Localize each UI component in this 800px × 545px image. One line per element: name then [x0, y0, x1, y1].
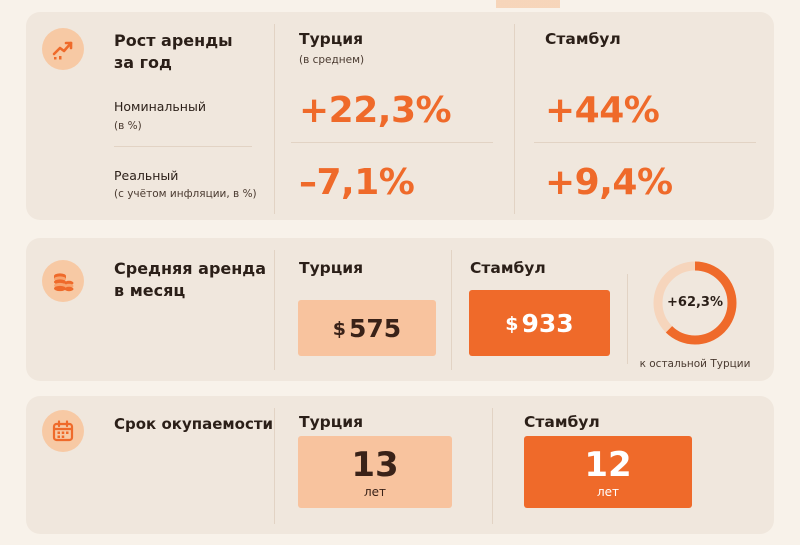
istanbul-payback-box: 12 лет — [524, 436, 692, 508]
istanbul-column-title: Стамбул — [524, 413, 600, 431]
istanbul-column-title: Стамбул — [545, 30, 621, 48]
years-unit: лет — [596, 484, 620, 499]
diff-value: +62,3% — [667, 295, 723, 310]
column-divider — [274, 408, 275, 524]
donut-progress-arc — [653, 261, 737, 345]
row-divider-istanbul — [534, 142, 756, 143]
diff-caption: к остальной Турции — [639, 358, 751, 370]
istanbul-column-title: Стамбул — [470, 259, 546, 277]
turkey-nominal-value: +22,3% — [299, 90, 452, 131]
years-unit: лет — [363, 484, 387, 499]
turkey-rent-value: 575 — [349, 313, 402, 343]
turkey-column-title: Турция — [299, 259, 364, 277]
turkey-rent-value-box: $ 575 — [298, 300, 436, 356]
column-divider — [274, 24, 275, 214]
column-divider — [492, 408, 493, 524]
column-divider — [514, 24, 515, 214]
turkey-column-title: Турция — [299, 413, 364, 431]
nominal-label: Номинальный — [114, 99, 206, 114]
column-divider — [451, 250, 452, 370]
currency-symbol: $ — [505, 313, 519, 335]
currency-symbol: $ — [332, 318, 347, 340]
avg-rent-title-line1: Средняя аренда — [114, 259, 267, 278]
diff-donut-chart — [653, 261, 737, 345]
nominal-sub: (в %) — [114, 120, 142, 132]
rent-growth-title-line2: за год — [114, 53, 172, 72]
coins-icon — [42, 260, 84, 302]
avg-rent-title-line2: в месяц — [114, 281, 186, 300]
row-divider-turkey — [291, 142, 493, 143]
istanbul-rent-value-box: $ 933 — [469, 290, 610, 356]
rent-growth-card: Рост аренды за год Номинальный (в %) Реа… — [26, 12, 774, 220]
top-decoration-strip — [0, 0, 800, 8]
calendar-icon — [42, 410, 84, 452]
turkey-column-sub: (в среднем) — [299, 54, 365, 66]
turkey-payback-value: 13 — [351, 444, 399, 485]
istanbul-payback-value: 12 — [584, 444, 632, 485]
column-divider — [627, 274, 628, 364]
istanbul-nominal-value: +44% — [545, 90, 660, 131]
payback-title: Срок окупаемости — [114, 415, 274, 433]
trend-up-icon — [42, 28, 84, 70]
avg-rent-card: Средняя аренда в месяц Турция $ 575 Стам… — [26, 238, 774, 381]
payback-card: Срок окупаемости Турция 13 лет Стамбул 1… — [26, 396, 774, 534]
real-label: Реальный — [114, 168, 179, 183]
row-divider-left — [114, 146, 252, 147]
column-divider — [274, 250, 275, 370]
istanbul-real-value: +9,4% — [545, 162, 673, 203]
istanbul-rent-value: 933 — [521, 308, 574, 338]
turkey-payback-box: 13 лет — [298, 436, 452, 508]
rent-growth-title-line1: Рост аренды — [114, 31, 233, 50]
turkey-real-value: –7,1% — [299, 162, 415, 203]
real-sub: (с учётом инфляции, в %) — [114, 188, 257, 200]
turkey-column-title: Турция — [299, 30, 364, 48]
